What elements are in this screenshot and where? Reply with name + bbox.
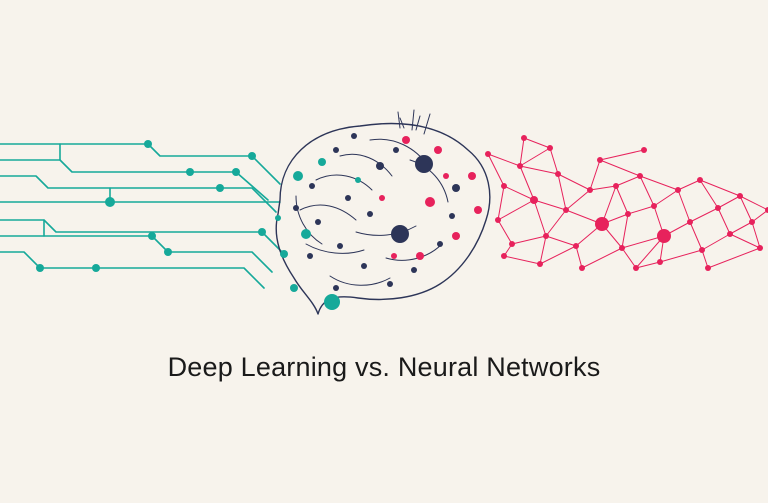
network-layer [485, 135, 768, 271]
brain-layer [275, 110, 490, 314]
artwork-svg [0, 0, 768, 503]
circuit-layer [0, 140, 284, 288]
infographic-canvas: Deep Learning vs. Neural Networks [0, 0, 768, 503]
page-title: Deep Learning vs. Neural Networks [0, 352, 768, 383]
